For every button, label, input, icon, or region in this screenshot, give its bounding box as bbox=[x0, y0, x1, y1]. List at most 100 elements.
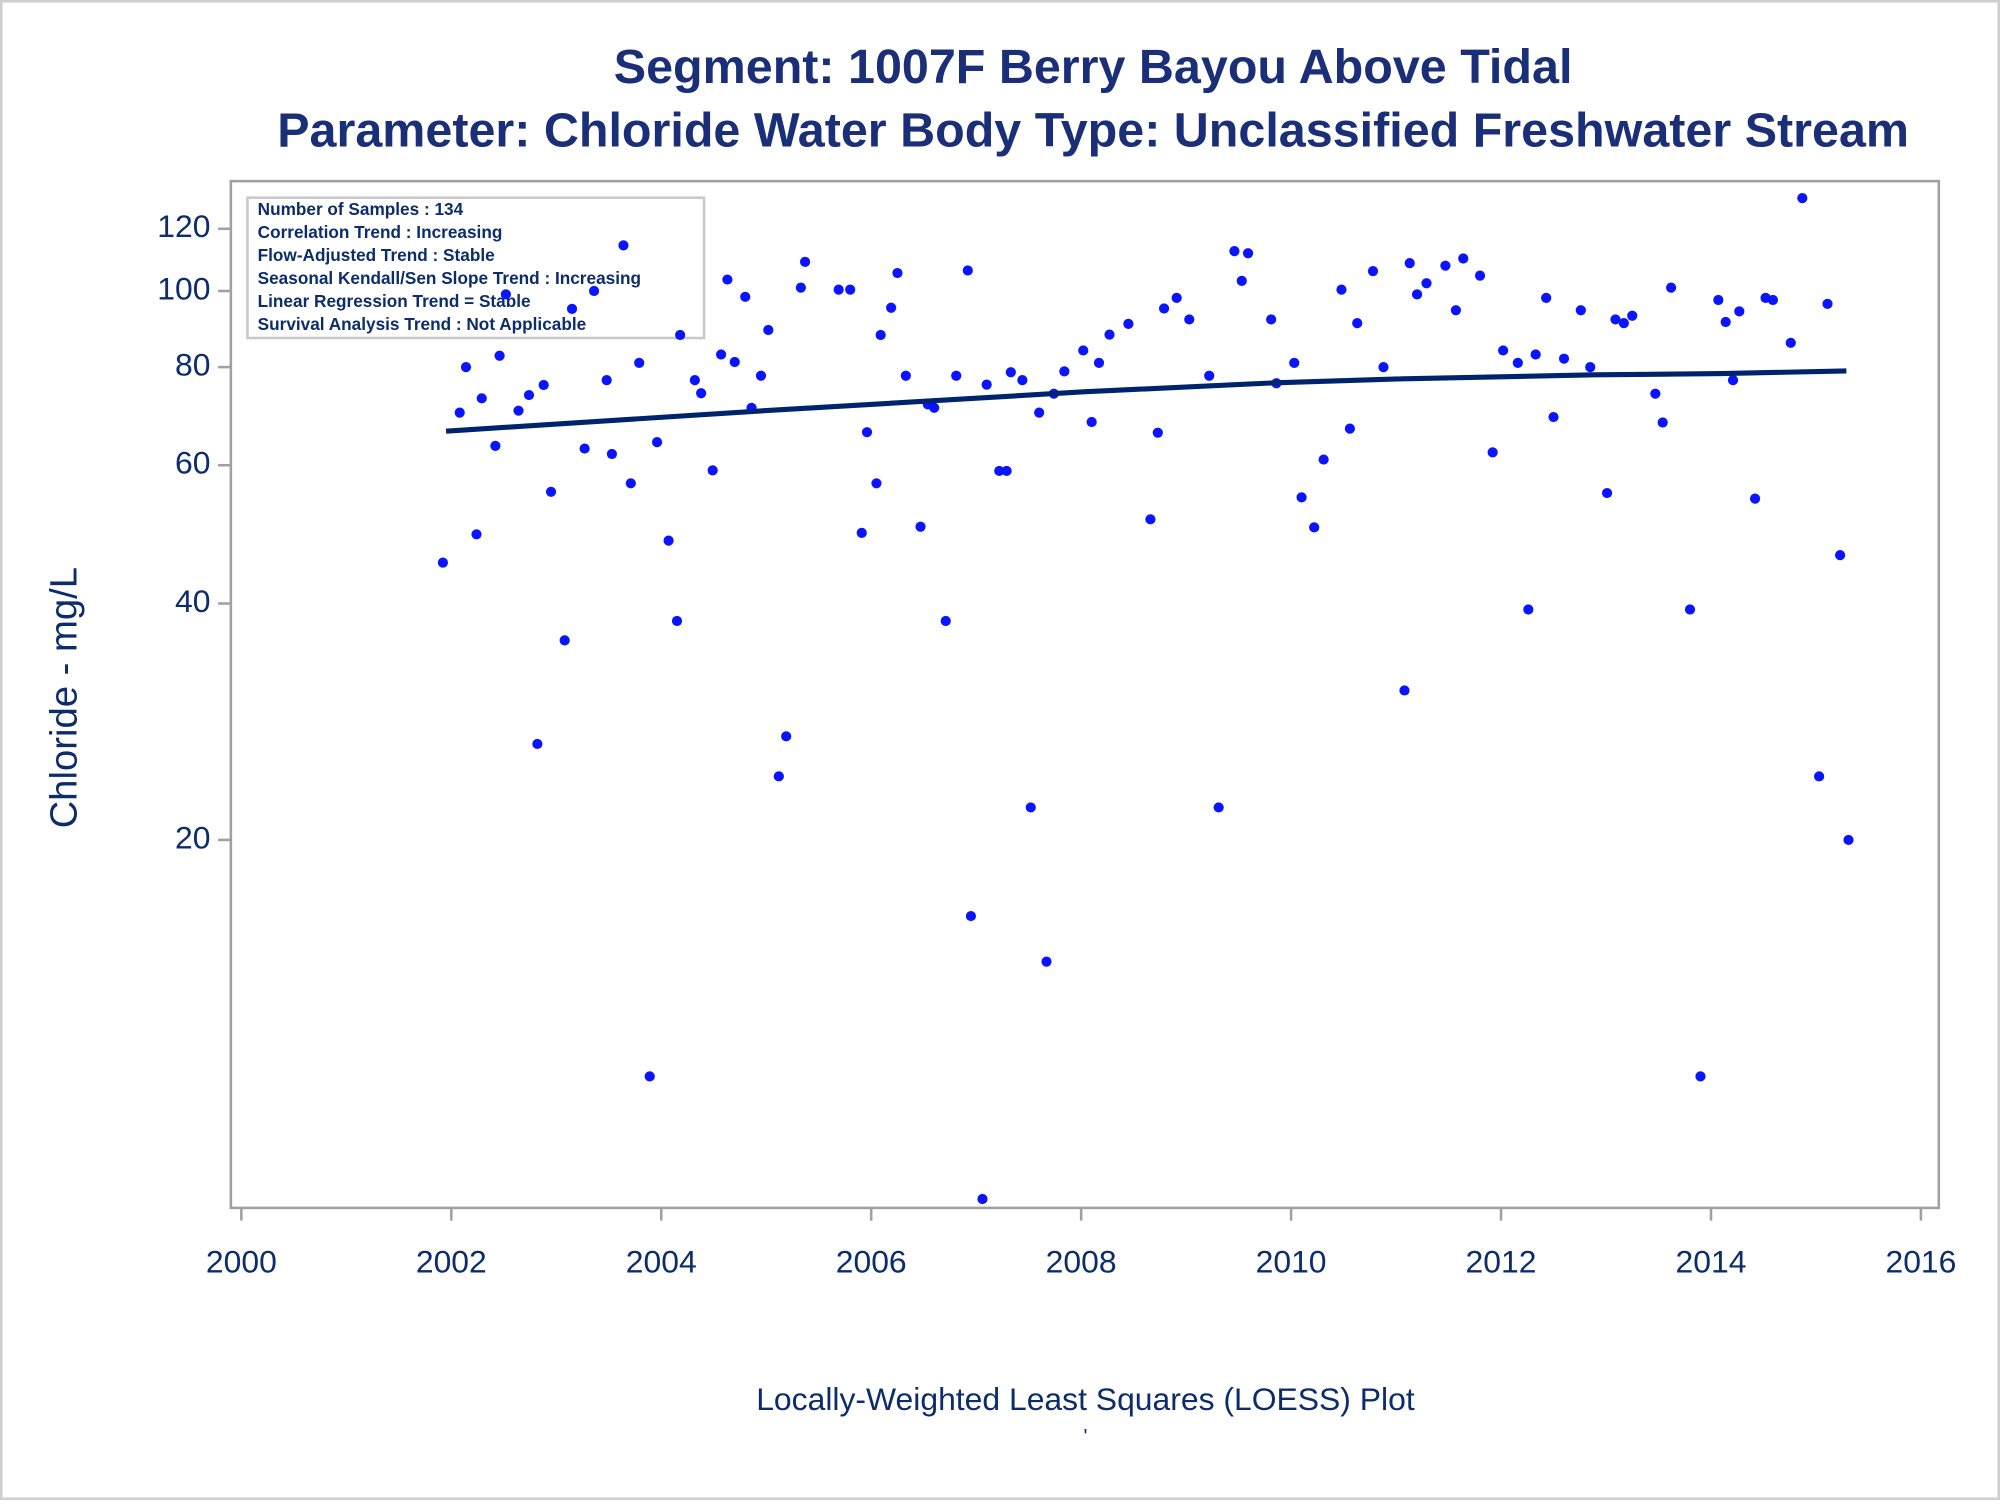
data-point bbox=[1523, 604, 1534, 615]
x-tick-label: 2016 bbox=[1885, 1243, 1956, 1279]
data-point bbox=[538, 379, 549, 391]
data-point bbox=[1078, 345, 1089, 356]
data-point bbox=[1229, 246, 1240, 257]
data-point bbox=[1440, 260, 1451, 271]
data-point bbox=[940, 615, 951, 627]
data-point bbox=[1575, 305, 1586, 316]
data-point bbox=[1025, 802, 1036, 813]
data-point bbox=[1822, 298, 1833, 309]
data-point bbox=[994, 465, 1005, 477]
data-point bbox=[1152, 427, 1163, 438]
data-point bbox=[1017, 375, 1028, 386]
data-point bbox=[1171, 292, 1182, 303]
data-point bbox=[1797, 192, 1808, 204]
data-point bbox=[1213, 802, 1224, 813]
y-tick-label: 80 bbox=[175, 347, 210, 383]
data-point bbox=[1352, 318, 1363, 329]
data-point bbox=[579, 443, 590, 454]
data-point bbox=[651, 437, 663, 448]
data-point bbox=[1458, 253, 1469, 264]
data-point bbox=[588, 285, 600, 297]
data-point bbox=[1289, 357, 1300, 368]
data-point bbox=[965, 910, 977, 922]
data-point bbox=[1657, 417, 1668, 428]
y-axis-label: Chloride - mg/L bbox=[42, 567, 85, 828]
data-point bbox=[861, 427, 873, 438]
data-point bbox=[471, 529, 482, 540]
annotation-line: Linear Regression Trend = Stable bbox=[258, 291, 531, 311]
x-tick-label: 2004 bbox=[626, 1243, 697, 1279]
data-point bbox=[707, 465, 718, 476]
data-point bbox=[460, 361, 472, 373]
data-point bbox=[915, 521, 926, 532]
annotation-line: Flow-Adjusted Trend : Stable bbox=[258, 245, 495, 265]
data-point bbox=[1530, 349, 1541, 360]
x-tick-label: 2010 bbox=[1256, 1243, 1327, 1279]
data-point bbox=[1034, 407, 1045, 418]
data-point bbox=[1399, 685, 1410, 696]
annotation-line: Seasonal Kendall/Sen Slope Trend : Incre… bbox=[258, 268, 641, 288]
data-point bbox=[900, 370, 911, 381]
y-tick-label: 20 bbox=[175, 819, 210, 855]
data-point bbox=[1367, 266, 1379, 277]
data-point bbox=[625, 478, 636, 489]
data-point bbox=[1296, 492, 1307, 503]
data-point bbox=[675, 329, 686, 341]
data-point bbox=[618, 240, 629, 251]
data-point bbox=[1814, 771, 1825, 782]
data-point bbox=[722, 274, 733, 285]
data-point bbox=[929, 402, 940, 413]
data-point bbox=[671, 615, 683, 627]
x-tick-label: 2002 bbox=[416, 1243, 487, 1279]
data-point bbox=[601, 375, 612, 386]
data-point bbox=[523, 389, 535, 401]
data-point bbox=[1720, 316, 1731, 328]
data-point bbox=[951, 370, 962, 381]
data-point bbox=[1734, 306, 1745, 317]
x-tick-label: 2006 bbox=[836, 1243, 907, 1279]
data-point bbox=[1749, 493, 1761, 504]
loess-line bbox=[445, 368, 1847, 434]
data-point bbox=[755, 370, 767, 381]
x-tick-label: 2000 bbox=[206, 1243, 277, 1279]
x-tick-label: 2014 bbox=[1676, 1243, 1747, 1279]
data-point bbox=[476, 393, 487, 404]
data-point bbox=[833, 284, 844, 295]
data-point bbox=[1041, 956, 1052, 967]
data-point bbox=[1713, 294, 1724, 306]
data-point bbox=[1834, 550, 1846, 561]
data-point bbox=[795, 282, 806, 293]
data-point bbox=[513, 405, 524, 416]
data-point bbox=[1123, 318, 1134, 330]
data-point bbox=[500, 289, 511, 300]
annotation-line: Survival Analysis Trend : Not Applicable bbox=[258, 314, 587, 334]
data-point bbox=[1421, 278, 1432, 289]
data-point bbox=[663, 535, 674, 546]
y-tick-label: 100 bbox=[157, 270, 210, 306]
data-point bbox=[545, 486, 557, 497]
annotation-frame bbox=[246, 196, 706, 340]
data-point bbox=[962, 265, 973, 276]
data-point bbox=[740, 291, 751, 302]
data-point bbox=[1767, 294, 1779, 306]
data-point bbox=[606, 448, 618, 460]
data-point bbox=[490, 440, 501, 451]
data-point bbox=[1236, 275, 1247, 287]
data-point bbox=[1585, 361, 1596, 373]
data-point bbox=[799, 256, 811, 268]
data-point bbox=[1498, 345, 1509, 356]
y-tick-label: 120 bbox=[157, 208, 210, 244]
data-point bbox=[1627, 310, 1638, 321]
data-point bbox=[1684, 604, 1696, 615]
data-point bbox=[1785, 337, 1796, 348]
data-point bbox=[1558, 353, 1570, 364]
data-point bbox=[1601, 487, 1613, 499]
data-point bbox=[1158, 303, 1170, 314]
data-point bbox=[1404, 258, 1415, 269]
data-point bbox=[454, 407, 465, 418]
data-point bbox=[1318, 454, 1329, 465]
data-point bbox=[1548, 411, 1559, 423]
data-point bbox=[773, 771, 784, 782]
data-point bbox=[1344, 423, 1355, 434]
